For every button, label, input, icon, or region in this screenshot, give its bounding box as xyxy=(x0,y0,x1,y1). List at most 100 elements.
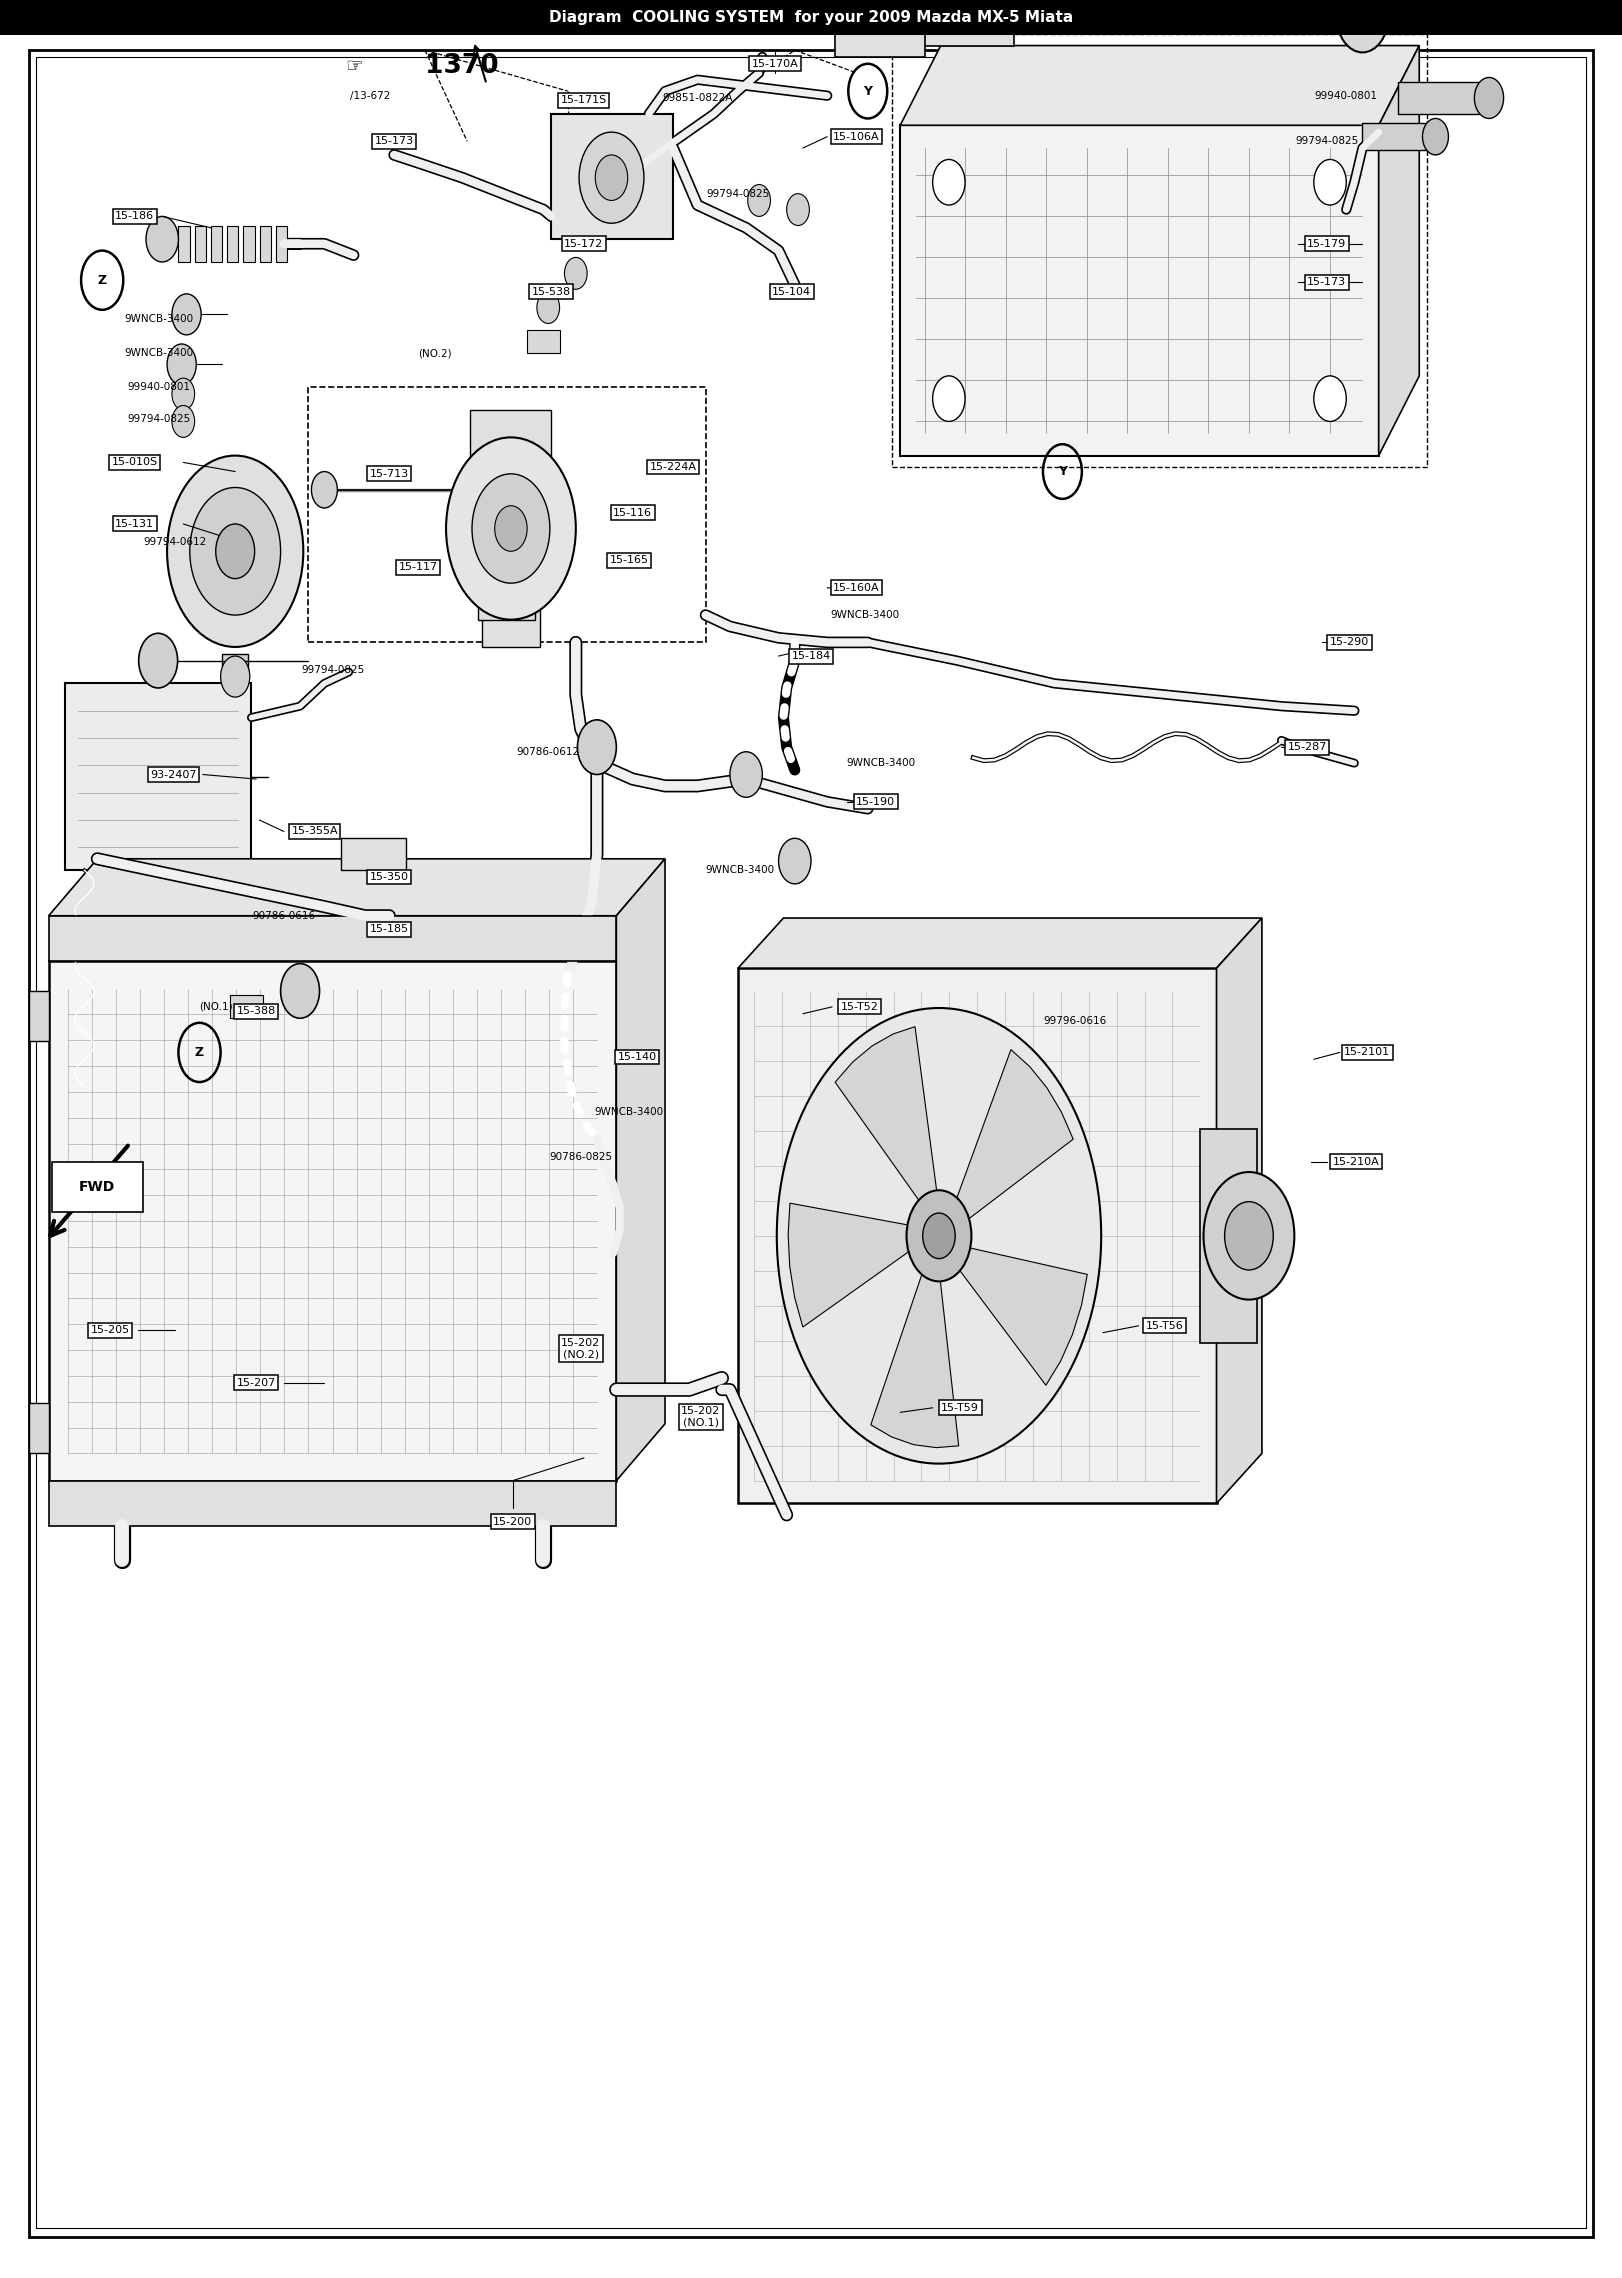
Circle shape xyxy=(595,155,628,200)
Bar xyxy=(52,1162,143,1212)
Bar xyxy=(243,226,255,262)
Bar xyxy=(738,968,1216,1503)
Bar xyxy=(478,579,535,620)
Circle shape xyxy=(577,720,616,775)
Text: 15-185: 15-185 xyxy=(370,925,409,934)
Bar xyxy=(900,125,1379,456)
Circle shape xyxy=(779,838,811,884)
Circle shape xyxy=(1350,0,1375,34)
Circle shape xyxy=(446,437,576,620)
Text: 15-173: 15-173 xyxy=(375,137,414,146)
Bar xyxy=(178,226,190,262)
Bar xyxy=(916,0,1014,46)
Circle shape xyxy=(787,194,809,226)
Text: 15-713: 15-713 xyxy=(370,469,409,478)
Text: 15-2101: 15-2101 xyxy=(1345,1048,1390,1057)
Circle shape xyxy=(311,472,337,508)
Text: 15-186: 15-186 xyxy=(115,212,154,221)
Bar xyxy=(470,410,551,460)
Text: 9WNCB-3400: 9WNCB-3400 xyxy=(125,314,193,323)
Text: 1370: 1370 xyxy=(425,52,498,80)
Text: 15-160A: 15-160A xyxy=(834,583,879,592)
Circle shape xyxy=(933,376,965,421)
Text: 15-202
(NO.1): 15-202 (NO.1) xyxy=(681,1406,720,1428)
Text: 15-165: 15-165 xyxy=(610,556,649,565)
Text: 90786-0612: 90786-0612 xyxy=(517,747,579,756)
Text: 99851-0822A: 99851-0822A xyxy=(662,93,733,103)
Circle shape xyxy=(730,752,762,797)
Text: 15-205: 15-205 xyxy=(91,1326,130,1335)
Bar xyxy=(227,226,238,262)
Polygon shape xyxy=(616,859,665,1481)
Circle shape xyxy=(216,524,255,579)
Bar xyxy=(527,330,560,353)
Circle shape xyxy=(907,1189,972,1280)
Bar xyxy=(1200,1128,1257,1342)
Text: 15-171S: 15-171S xyxy=(561,96,607,105)
Bar xyxy=(835,11,925,57)
Text: 9WNCB-3400: 9WNCB-3400 xyxy=(125,349,193,358)
Bar xyxy=(341,838,406,870)
Circle shape xyxy=(1314,159,1346,205)
Bar xyxy=(1362,123,1427,150)
Bar xyxy=(211,226,222,262)
Circle shape xyxy=(933,159,965,205)
Circle shape xyxy=(1225,1203,1273,1271)
Text: 15-210A: 15-210A xyxy=(1333,1157,1379,1166)
Text: 15-T52: 15-T52 xyxy=(840,1002,879,1011)
Text: 15-117: 15-117 xyxy=(399,563,438,572)
Bar xyxy=(0,0,1622,34)
Text: 15-172: 15-172 xyxy=(564,239,603,248)
Circle shape xyxy=(537,292,560,323)
Bar xyxy=(65,683,251,870)
Text: 99794-0825: 99794-0825 xyxy=(128,415,190,424)
Text: 15-170A: 15-170A xyxy=(753,59,798,68)
Bar xyxy=(222,654,248,722)
Polygon shape xyxy=(835,1027,938,1203)
Circle shape xyxy=(281,964,320,1018)
Text: 15-131: 15-131 xyxy=(115,519,154,528)
Circle shape xyxy=(472,474,550,583)
Text: Z: Z xyxy=(195,1046,204,1059)
Text: Y: Y xyxy=(863,84,873,98)
Polygon shape xyxy=(957,1248,1087,1385)
Circle shape xyxy=(172,378,195,410)
Circle shape xyxy=(172,294,201,335)
Text: 90786-0825: 90786-0825 xyxy=(550,1153,611,1162)
Text: 9WNCB-3400: 9WNCB-3400 xyxy=(706,866,774,875)
Text: 15-104: 15-104 xyxy=(772,287,811,296)
Bar xyxy=(892,34,1427,467)
Text: 15-538: 15-538 xyxy=(532,287,571,296)
Text: (NO.1): (NO.1) xyxy=(200,1002,232,1011)
Text: 15-202
(NO.2): 15-202 (NO.2) xyxy=(561,1337,600,1360)
Circle shape xyxy=(777,1007,1101,1465)
Text: 15-140: 15-140 xyxy=(618,1052,657,1062)
Bar xyxy=(551,114,673,239)
Text: 15-287: 15-287 xyxy=(1288,743,1327,752)
Text: 15-173: 15-173 xyxy=(1307,278,1346,287)
Text: (NO.2): (NO.2) xyxy=(418,349,451,358)
Text: 15-179: 15-179 xyxy=(1307,239,1346,248)
Text: 9WNCB-3400: 9WNCB-3400 xyxy=(595,1107,663,1116)
Text: 9WNCB-3400: 9WNCB-3400 xyxy=(830,611,899,620)
Text: 99796-0616: 99796-0616 xyxy=(1045,1016,1106,1025)
Text: 15-224A: 15-224A xyxy=(650,462,696,472)
Circle shape xyxy=(495,506,527,551)
Text: 15-355A: 15-355A xyxy=(292,827,337,836)
Text: Diagram  COOLING SYSTEM  for your 2009 Mazda MX-5 Miata: Diagram COOLING SYSTEM for your 2009 Maz… xyxy=(548,9,1074,25)
Text: 99794-0825: 99794-0825 xyxy=(302,665,363,674)
Bar xyxy=(230,995,263,1018)
Text: ☞: ☞ xyxy=(345,57,362,75)
Bar xyxy=(195,226,206,262)
Circle shape xyxy=(1474,77,1504,118)
Polygon shape xyxy=(1379,46,1419,456)
Bar xyxy=(1398,82,1479,114)
Text: 15-350: 15-350 xyxy=(370,872,409,882)
Circle shape xyxy=(1337,0,1388,52)
Bar xyxy=(276,226,287,262)
Circle shape xyxy=(923,1212,955,1257)
Text: 93-2407: 93-2407 xyxy=(151,770,196,779)
Circle shape xyxy=(167,456,303,647)
Circle shape xyxy=(190,487,281,615)
Text: 99940-0801: 99940-0801 xyxy=(1315,91,1377,100)
